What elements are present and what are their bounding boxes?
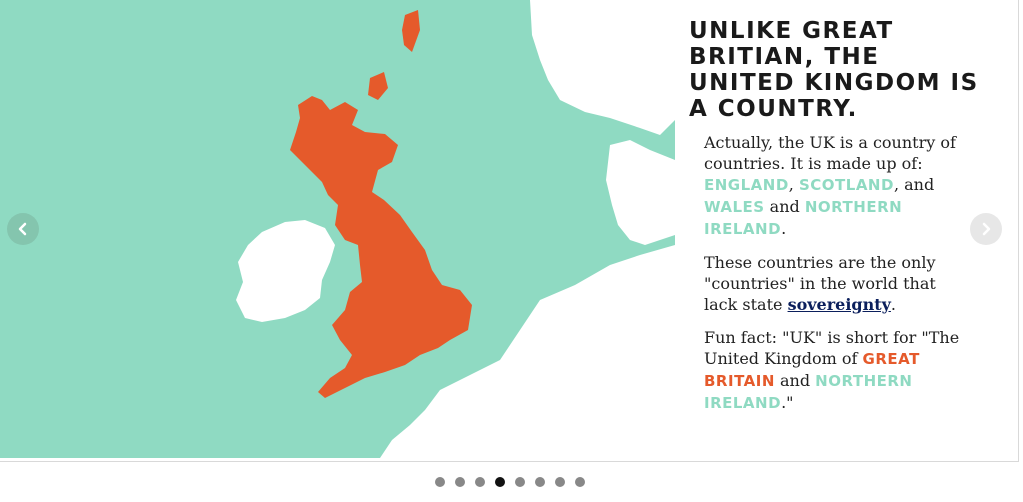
slide-text-panel: UNLIKE GREAT BRITIAN, THE UNITED KINGDOM… <box>689 18 989 426</box>
uk-map <box>0 0 675 458</box>
sovereignty-link[interactable]: sovereignty <box>787 295 891 314</box>
chevron-left-icon <box>18 222 27 236</box>
separator: and <box>764 197 805 216</box>
paragraph-text: Actually, the UK is a country of countri… <box>704 133 956 173</box>
prev-slide-button[interactable] <box>7 213 39 245</box>
carousel-pagination <box>435 477 585 487</box>
map-graphic <box>0 0 675 458</box>
norway-land <box>530 0 675 135</box>
paragraph-text: These countries are the only "countries"… <box>704 253 936 314</box>
carousel-dot-8[interactable] <box>575 477 585 487</box>
carousel-dot-2[interactable] <box>455 477 465 487</box>
denmark-land <box>606 140 675 245</box>
chevron-right-icon <box>982 222 991 236</box>
separator: , and <box>893 175 935 194</box>
highlight-northern-ireland: NORTHERN IRELAND <box>704 372 913 412</box>
next-slide-button[interactable] <box>970 213 1002 245</box>
great-britain <box>290 96 472 398</box>
highlight-northern-ireland: NORTHERN IRELAND <box>704 198 903 238</box>
europe-land <box>380 245 675 458</box>
closing: ." <box>781 393 794 412</box>
carousel-dot-4[interactable] <box>495 477 505 487</box>
highlight-wales: WALES <box>704 198 765 216</box>
carousel-dot-1[interactable] <box>435 477 445 487</box>
northern-ireland <box>300 226 330 252</box>
highlight-england: ENGLAND <box>704 176 789 194</box>
shetland-islands <box>402 10 420 52</box>
carousel-dot-5[interactable] <box>515 477 525 487</box>
period: . <box>781 219 787 238</box>
slide-body: Actually, the UK is a country of countri… <box>704 132 974 414</box>
carousel-dot-3[interactable] <box>475 477 485 487</box>
separator: and <box>774 371 816 390</box>
separator: , <box>788 175 799 194</box>
slide-heading: UNLIKE GREAT BRITIAN, THE UNITED KINGDOM… <box>689 18 979 122</box>
slide: UNLIKE GREAT BRITIAN, THE UNITED KINGDOM… <box>0 0 1019 462</box>
highlight-scotland: SCOTLAND <box>798 176 894 194</box>
orkney-islands <box>368 72 388 100</box>
carousel-dot-7[interactable] <box>555 477 565 487</box>
carousel-dot-6[interactable] <box>535 477 545 487</box>
highlight-great-britain: GREAT BRITAIN <box>704 350 920 390</box>
period: . <box>890 295 897 314</box>
paragraph-text: Fun fact: "UK" is short for "The United … <box>704 328 960 368</box>
paragraph-sovereignty: These countries are the only "countries"… <box>704 252 974 315</box>
paragraph-countries: Actually, the UK is a country of countri… <box>704 132 974 240</box>
paragraph-fun-fact: Fun fact: "UK" is short for "The United … <box>704 327 974 414</box>
